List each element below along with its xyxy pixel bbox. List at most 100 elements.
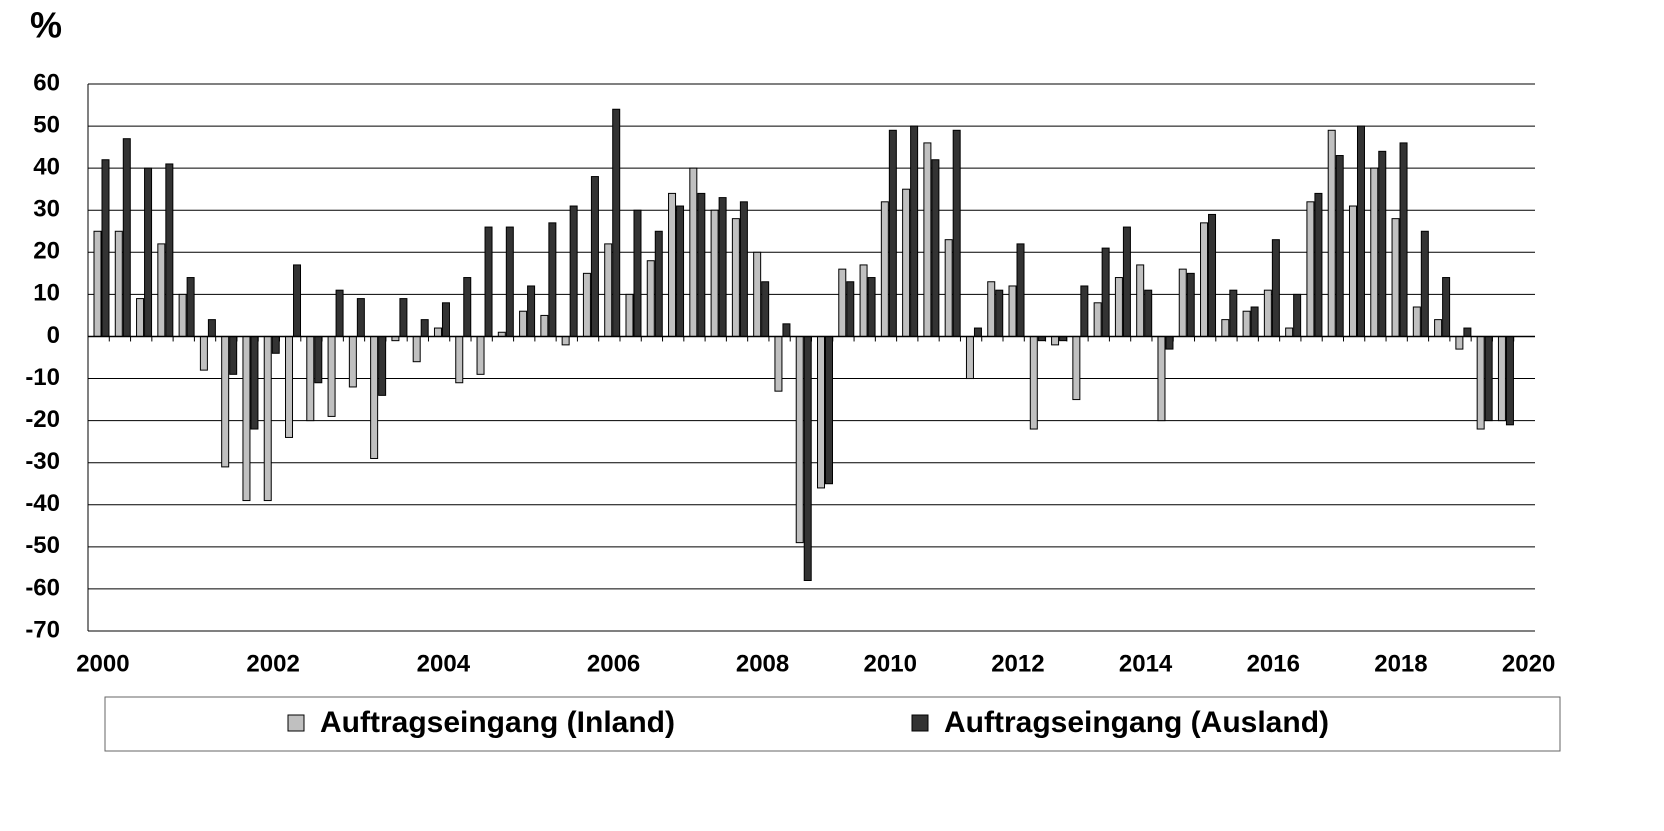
y-tick-label: 30 bbox=[33, 196, 60, 223]
bar bbox=[795, 335, 804, 544]
bar bbox=[817, 335, 825, 489]
bar bbox=[867, 277, 876, 337]
bar bbox=[356, 298, 365, 337]
bar bbox=[1327, 129, 1336, 337]
bar bbox=[654, 230, 663, 337]
bar bbox=[1165, 335, 1174, 350]
bar bbox=[101, 159, 110, 337]
bar bbox=[710, 209, 719, 337]
y-tick-label: -30 bbox=[25, 448, 60, 475]
bar bbox=[782, 323, 791, 337]
y-tick-label: -70 bbox=[25, 616, 60, 643]
bar bbox=[1455, 335, 1464, 350]
bar bbox=[157, 243, 166, 337]
bar bbox=[242, 335, 251, 502]
bar bbox=[846, 281, 855, 337]
bar bbox=[774, 335, 783, 392]
bar bbox=[455, 335, 464, 384]
bar bbox=[293, 264, 302, 337]
x-tick-label: 2018 bbox=[1374, 650, 1427, 677]
bar bbox=[931, 159, 940, 337]
x-tick-label: 2004 bbox=[417, 650, 471, 677]
bar bbox=[1208, 213, 1217, 337]
bar bbox=[1144, 289, 1153, 337]
bar bbox=[718, 197, 727, 337]
x-tick-label: 2008 bbox=[736, 650, 789, 677]
bar bbox=[676, 205, 685, 337]
bar bbox=[923, 142, 932, 337]
y-tick-label: -40 bbox=[25, 490, 60, 517]
bar bbox=[838, 268, 847, 337]
bar bbox=[1093, 302, 1102, 337]
bar bbox=[250, 335, 259, 430]
bar bbox=[739, 201, 748, 337]
bar bbox=[1271, 239, 1280, 337]
bar bbox=[888, 129, 897, 337]
bar bbox=[144, 167, 153, 337]
bar bbox=[1370, 167, 1379, 337]
bar bbox=[348, 335, 357, 388]
bar bbox=[761, 281, 770, 337]
bar bbox=[527, 285, 536, 337]
bar bbox=[1378, 150, 1387, 337]
bar bbox=[1029, 335, 1038, 430]
bar bbox=[1285, 327, 1294, 337]
bar bbox=[1306, 201, 1315, 337]
bar bbox=[314, 335, 323, 384]
bar bbox=[1250, 306, 1259, 337]
x-tick-label: 2020 bbox=[1502, 650, 1555, 677]
bar bbox=[604, 243, 613, 337]
bar bbox=[1497, 335, 1506, 422]
bar bbox=[122, 138, 131, 337]
bar bbox=[646, 260, 655, 337]
y-tick-label: 50 bbox=[33, 111, 60, 138]
x-tick-label: 2010 bbox=[864, 650, 917, 677]
bar bbox=[1114, 277, 1123, 337]
bar bbox=[207, 319, 216, 337]
y-tick-label: -50 bbox=[25, 532, 60, 559]
bar bbox=[1434, 319, 1443, 337]
bar bbox=[1101, 247, 1110, 337]
y-tick-label: 20 bbox=[33, 238, 60, 265]
bar bbox=[902, 188, 911, 337]
bar bbox=[505, 226, 514, 337]
bar bbox=[136, 298, 145, 337]
legend-swatch bbox=[287, 714, 305, 732]
bar bbox=[463, 277, 472, 337]
bar bbox=[689, 167, 698, 337]
bar bbox=[910, 125, 919, 337]
bar bbox=[582, 272, 591, 337]
legend-swatch bbox=[911, 714, 929, 732]
bar bbox=[1505, 335, 1514, 426]
x-tick-label: 2016 bbox=[1247, 650, 1300, 677]
bar bbox=[420, 319, 429, 337]
x-tick-label: 2006 bbox=[587, 650, 640, 677]
x-tick-label: 2012 bbox=[991, 650, 1044, 677]
bar bbox=[484, 226, 493, 337]
bar bbox=[1072, 335, 1081, 401]
y-tick-label: 10 bbox=[33, 280, 60, 307]
bar bbox=[1335, 155, 1344, 337]
bar bbox=[519, 310, 528, 337]
bar bbox=[952, 129, 961, 337]
bar bbox=[1008, 285, 1017, 337]
y-tick-label: 60 bbox=[33, 69, 60, 96]
bar bbox=[1242, 310, 1251, 337]
bar bbox=[1051, 335, 1060, 346]
bar bbox=[221, 335, 230, 468]
bar bbox=[1348, 205, 1357, 337]
x-tick-label: 2002 bbox=[246, 650, 299, 677]
bar bbox=[1391, 218, 1400, 337]
x-tick-label: 2014 bbox=[1119, 650, 1173, 677]
bar bbox=[1178, 268, 1187, 337]
bar bbox=[859, 264, 868, 337]
bar bbox=[1080, 285, 1089, 337]
bar bbox=[370, 335, 379, 459]
bar bbox=[1122, 226, 1131, 337]
bar bbox=[1136, 264, 1145, 337]
bar bbox=[165, 163, 174, 337]
y-tick-label: -20 bbox=[25, 406, 60, 433]
bar bbox=[1442, 277, 1451, 337]
bar bbox=[412, 335, 421, 363]
bar bbox=[1016, 243, 1025, 337]
